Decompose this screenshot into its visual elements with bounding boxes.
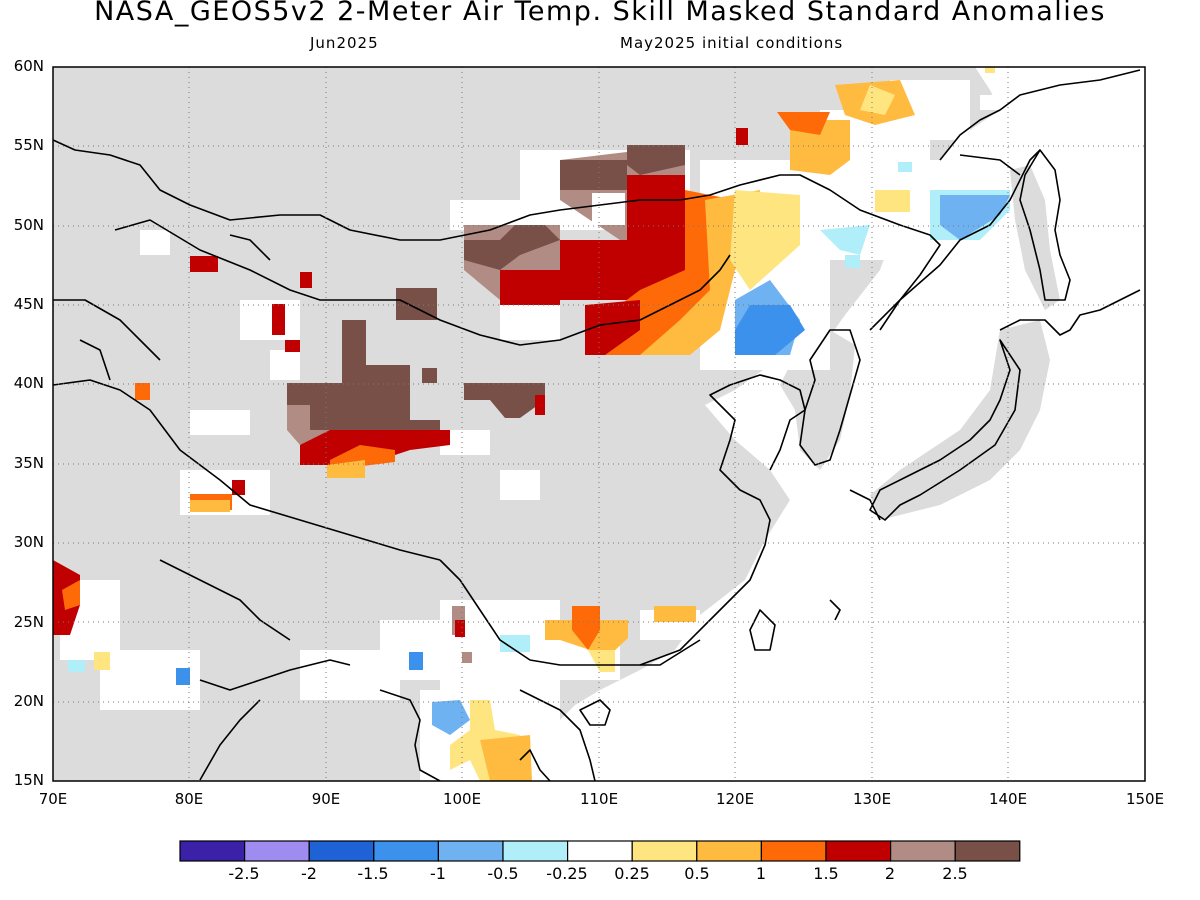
colorbar-swatch <box>308 840 375 862</box>
colorbar-swatch <box>373 840 439 862</box>
colorbar-label: 1.5 <box>813 864 839 883</box>
lon-label-70e: 70E <box>38 790 68 808</box>
colorbar-swatch <box>502 840 569 862</box>
colorbar-label: -2 <box>301 864 317 883</box>
colorbar-swatch <box>179 840 246 862</box>
colorbar-swatch <box>631 840 698 862</box>
colorbar <box>179 840 1021 862</box>
initial-conditions-label: May2025 initial conditions <box>620 34 844 52</box>
lon-label-130e: 130E <box>852 790 892 808</box>
no-skill-japan <box>870 320 1050 520</box>
chart-title: NASA_GEOS5v2 2-Meter Air Temp. Skill Mas… <box>94 0 1106 27</box>
forecast-month: Jun2025 <box>310 34 379 52</box>
lat-label-15n: 15N <box>13 771 44 789</box>
no-skill-sakhalin <box>1010 165 1060 310</box>
lon-label-80e: 80E <box>174 790 204 808</box>
lon-label-110e: 110E <box>579 790 619 808</box>
colorbar-swatch <box>244 840 310 862</box>
colorbar-swatch <box>760 840 827 862</box>
colorbar-label: -1 <box>430 864 446 883</box>
lat-label-40n: 40N <box>13 374 44 392</box>
colorbar-label: 2.5 <box>942 864 968 883</box>
coastlines-borders <box>53 69 1141 781</box>
colorbar-label: -0.25 <box>546 864 588 883</box>
lat-label-25n: 25N <box>13 613 44 631</box>
lat-label-45n: 45N <box>13 295 44 313</box>
colorbar-label: -2.5 <box>228 864 260 883</box>
lon-label-120e: 120E <box>715 790 755 808</box>
lat-label-35n: 35N <box>13 454 44 472</box>
colorbar-swatch <box>437 840 504 862</box>
colorbar-label: 1 <box>755 864 767 883</box>
colorbar-label: -0.5 <box>487 864 519 883</box>
anomaly-cells <box>53 67 1010 781</box>
colorbar-swatch <box>566 840 633 862</box>
colorbar-label: 0.5 <box>684 864 710 883</box>
lon-label-150e: 150E <box>1125 790 1165 808</box>
map-grid <box>53 67 1145 781</box>
lat-label-30n: 30N <box>13 533 44 551</box>
colorbar-swatch <box>696 840 762 862</box>
lat-label-55n: 55N <box>13 136 44 154</box>
colorbar-swatch <box>954 840 1021 862</box>
lon-label-140e: 140E <box>988 790 1028 808</box>
colorbar-label: 0.25 <box>614 864 650 883</box>
colorbar-swatch <box>825 840 892 862</box>
colorbar-swatch <box>889 840 956 862</box>
lat-label-60n: 60N <box>13 57 44 75</box>
lat-label-20n: 20N <box>13 692 44 710</box>
map-frame <box>52 66 1146 782</box>
lon-label-100e: 100E <box>442 790 482 808</box>
lon-label-90e: 90E <box>311 790 341 808</box>
lat-label-50n: 50N <box>13 216 44 234</box>
colorbar-label: 2 <box>884 864 896 883</box>
colorbar-label: -1.5 <box>357 864 389 883</box>
